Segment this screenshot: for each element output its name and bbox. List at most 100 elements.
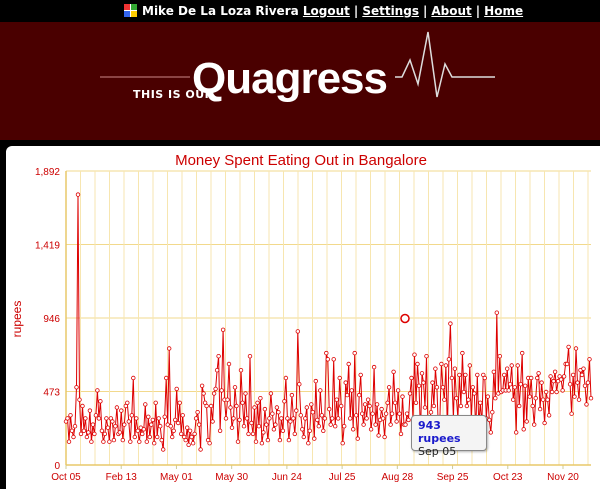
data-point[interactable] [523,383,528,388]
data-point[interactable] [171,428,176,433]
data-point[interactable] [141,427,146,432]
data-point[interactable] [111,437,117,443]
data-point[interactable] [490,410,495,415]
data-point[interactable] [267,416,272,421]
data-point[interactable] [66,439,72,444]
data-point[interactable] [125,400,130,405]
data-point[interactable] [210,419,215,424]
data-point[interactable] [421,380,426,385]
data-point[interactable] [487,417,492,423]
data-point[interactable] [339,403,344,409]
data-point[interactable] [99,428,105,433]
data-point[interactable] [65,416,70,421]
data-point[interactable] [575,380,580,385]
data-point[interactable] [334,397,339,402]
data-point[interactable] [494,310,499,315]
data-point[interactable] [449,375,455,381]
data-point[interactable] [430,380,435,385]
data-point[interactable] [572,394,577,399]
data-point[interactable] [560,388,565,393]
data-point[interactable] [532,422,537,427]
data-point[interactable] [231,416,236,421]
data-point[interactable] [162,414,167,419]
logout-link[interactable]: Logout [302,4,350,18]
data-point[interactable] [582,383,588,388]
data-point[interactable] [143,402,148,407]
data-point[interactable] [93,413,99,418]
data-point[interactable] [286,437,292,443]
data-point[interactable] [443,363,449,368]
data-point[interactable] [132,434,137,440]
data-point[interactable] [431,403,437,409]
data-point[interactable] [542,420,547,426]
data-point[interactable] [540,397,546,402]
data-point[interactable] [398,431,404,437]
data-point[interactable] [87,408,93,413]
data-point[interactable] [129,413,134,418]
data-point[interactable] [433,366,438,371]
data-point[interactable] [258,395,263,401]
data-point[interactable] [458,403,464,409]
data-point[interactable] [131,375,136,381]
data-point[interactable] [524,419,529,424]
data-point[interactable] [373,422,378,427]
data-point[interactable] [107,439,112,444]
data-point[interactable] [128,439,133,444]
data-point[interactable] [301,434,306,440]
chart-series[interactable] [63,192,594,452]
data-point[interactable] [166,346,172,351]
data-point[interactable] [475,372,480,378]
data-point[interactable] [105,425,111,430]
data-point[interactable] [228,405,233,410]
data-point[interactable] [69,428,75,433]
data-point[interactable] [81,428,87,433]
data-point[interactable] [434,385,440,390]
data-point[interactable] [482,375,487,381]
data-point[interactable] [135,428,140,433]
data-point[interactable] [511,397,516,402]
data-point[interactable] [404,411,410,416]
data-point[interactable] [585,380,591,385]
data-point[interactable] [300,427,305,432]
data-point[interactable] [448,321,453,326]
data-point[interactable] [86,430,91,435]
data-point[interactable] [374,402,380,407]
data-point[interactable] [530,403,535,409]
data-point[interactable] [570,372,576,378]
home-link[interactable]: Home [484,4,524,18]
data-point[interactable] [508,381,513,387]
data-point[interactable] [362,402,368,407]
data-point[interactable] [520,350,525,356]
data-point[interactable] [304,405,309,410]
data-point[interactable] [168,424,173,429]
data-point[interactable] [240,400,245,405]
data-point[interactable] [357,392,362,398]
data-point[interactable] [177,400,182,405]
data-point[interactable] [150,417,155,423]
data-point[interactable] [587,357,592,362]
data-point[interactable] [104,416,109,421]
data-point[interactable] [297,381,302,387]
data-point[interactable] [379,406,384,412]
data-point[interactable] [149,422,154,427]
data-point[interactable] [509,363,514,368]
data-point[interactable] [102,431,108,437]
data-point[interactable] [216,353,221,359]
data-point[interactable] [365,397,371,402]
data-point[interactable] [184,425,190,430]
data-point[interactable] [190,441,196,446]
data-point[interactable] [397,411,402,416]
data-point[interactable] [460,350,465,356]
data-point[interactable] [352,350,357,356]
data-point[interactable] [262,406,268,412]
data-point[interactable] [569,411,574,416]
data-point[interactable] [172,417,178,423]
data-point[interactable] [567,381,573,387]
data-point[interactable] [154,434,160,440]
data-point[interactable] [247,353,253,359]
data-point[interactable] [178,431,184,437]
data-point[interactable] [207,441,212,446]
data-point[interactable] [440,385,446,390]
data-point[interactable] [289,392,295,398]
data-point[interactable] [442,397,447,402]
